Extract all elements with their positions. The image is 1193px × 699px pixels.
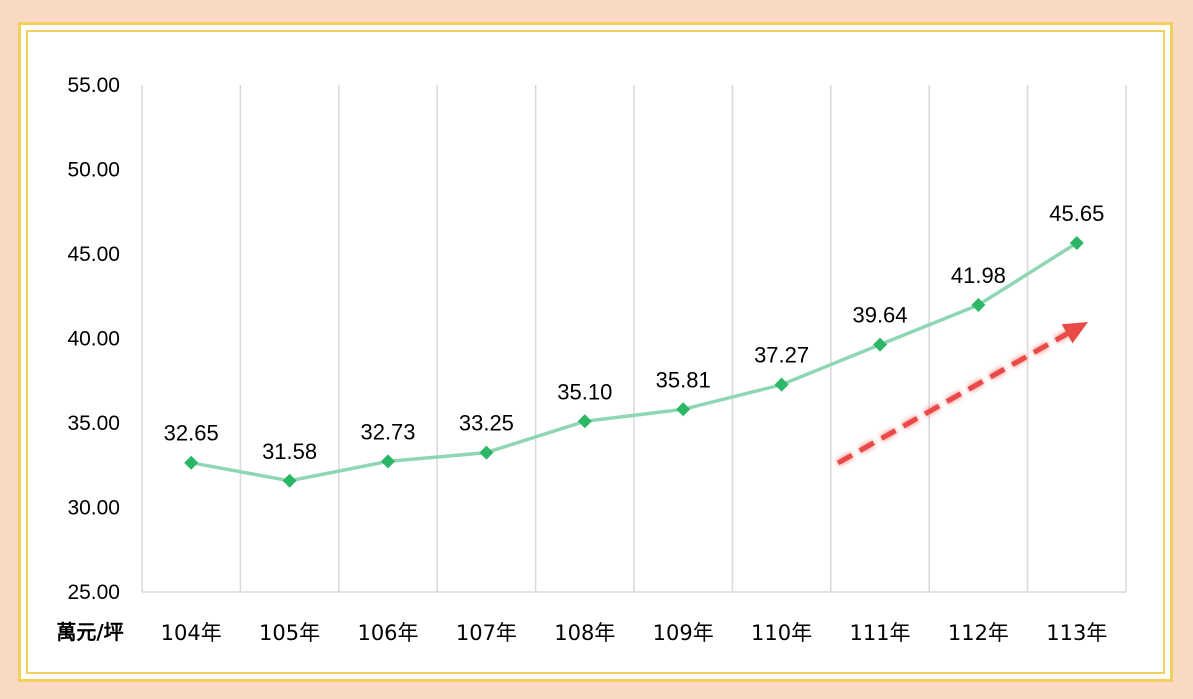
data-label: 41.98 bbox=[951, 263, 1006, 288]
x-tick-label: 112年 bbox=[948, 621, 1009, 645]
y-tick-label: 40.00 bbox=[67, 328, 120, 351]
y-tick-label: 25.00 bbox=[67, 581, 120, 604]
trend-annotation bbox=[836, 322, 1088, 467]
data-label: 35.10 bbox=[557, 379, 612, 404]
data-label: 32.73 bbox=[360, 419, 415, 444]
data-point-marker bbox=[282, 473, 297, 488]
data-point-marker bbox=[971, 298, 986, 313]
y-tick-label: 30.00 bbox=[67, 497, 120, 520]
data-label: 37.27 bbox=[754, 343, 809, 368]
data-point-marker bbox=[577, 414, 592, 429]
data-point-marker bbox=[676, 402, 691, 417]
y-tick-label: 50.00 bbox=[67, 159, 120, 182]
data-point-marker bbox=[774, 377, 789, 392]
chart-frame bbox=[18, 22, 1173, 682]
trend-arrow-line bbox=[836, 328, 1074, 466]
y-tick-label: 55.00 bbox=[67, 74, 120, 97]
trend-arrow-head bbox=[1061, 322, 1088, 344]
data-point-marker bbox=[381, 454, 395, 469]
x-tick-label: 106年 bbox=[357, 621, 418, 645]
x-tick-label: 110年 bbox=[751, 621, 812, 645]
data-label: 32.65 bbox=[164, 421, 219, 446]
data-label: 31.58 bbox=[262, 439, 317, 464]
series-line bbox=[190, 241, 1078, 483]
x-tick-label: 109年 bbox=[653, 621, 714, 645]
data-point-marker bbox=[479, 445, 494, 460]
y-tick-label: 45.00 bbox=[67, 243, 120, 266]
x-tick-label: 105年 bbox=[259, 621, 320, 645]
x-tick-label: 113年 bbox=[1046, 621, 1107, 645]
data-label: 33.25 bbox=[459, 411, 514, 436]
y-axis-unit-label: 萬元/坪 bbox=[56, 620, 123, 644]
data-label: 39.64 bbox=[852, 303, 907, 328]
x-tick-label: 107年 bbox=[456, 621, 517, 645]
data-point-marker bbox=[184, 455, 199, 470]
chart-frame-inner-border bbox=[26, 30, 1165, 674]
data-label: 45.65 bbox=[1049, 201, 1104, 226]
axes: 25.00 30.00 35.00 40.00 45.00 50.00 55.00 104年 1… bbox=[67, 74, 1126, 645]
labels: 32.65 31.58 32.73 33.25 35.10 35.81 37.27 39.64… bbox=[164, 201, 1105, 464]
data-point-marker bbox=[1069, 236, 1084, 251]
y-tick-label: 35.00 bbox=[67, 412, 120, 435]
x-tick-label: 111年 bbox=[849, 621, 910, 645]
data-label: 35.81 bbox=[656, 367, 711, 392]
data-series bbox=[184, 236, 1084, 488]
x-tick-label: 108年 bbox=[554, 621, 615, 645]
x-tick-label: 104年 bbox=[161, 621, 222, 645]
grid-lines bbox=[141, 85, 1127, 592]
data-point-marker bbox=[873, 337, 887, 352]
